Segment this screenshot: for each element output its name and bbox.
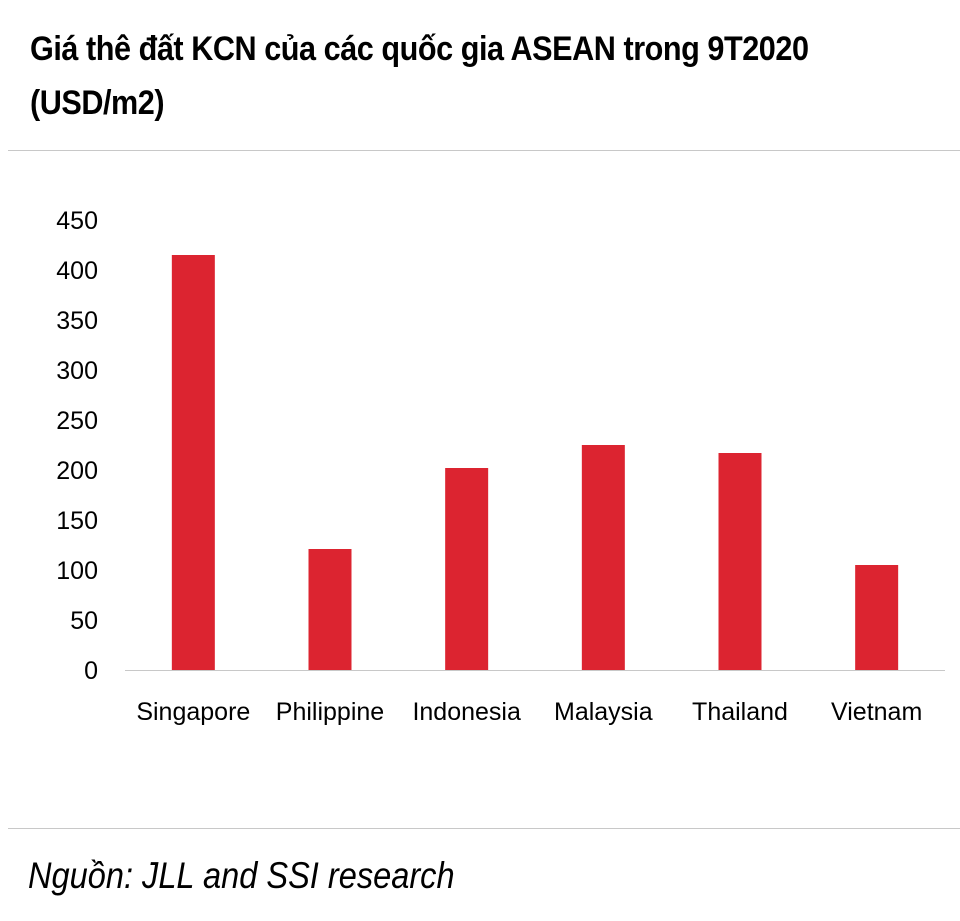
x-tick-label: Vietnam xyxy=(831,698,922,726)
y-tick-label: 200 xyxy=(56,457,98,485)
top-divider xyxy=(8,150,960,151)
x-tick-label: Thailand xyxy=(692,698,788,726)
bar-philippine xyxy=(308,549,352,670)
y-tick-label: 0 xyxy=(84,657,98,685)
y-tick-label: 100 xyxy=(56,557,98,585)
bar-thailand xyxy=(718,453,762,670)
bar-vietnam xyxy=(855,565,899,670)
y-tick-label: 50 xyxy=(70,607,98,635)
x-tick-label: Singapore xyxy=(136,698,250,726)
y-tick-label: 400 xyxy=(56,257,98,285)
x-axis-tick-labels: Singapore Philippine Indonesia Malaysia Thai… xyxy=(136,698,922,726)
source-note: Nguồn: JLL and SSI research xyxy=(28,855,455,896)
y-tick-label: 350 xyxy=(56,307,98,335)
y-tick-label: 300 xyxy=(56,357,98,385)
y-tick-label: 250 xyxy=(56,407,98,435)
x-tick-label: Indonesia xyxy=(412,698,521,726)
bars xyxy=(171,255,899,670)
x-tick-label: Philippine xyxy=(276,698,384,726)
bottom-divider xyxy=(8,828,960,829)
chart-title: Giá thê đất KCN của các quốc gia ASEAN t… xyxy=(30,30,809,122)
y-tick-label: 450 xyxy=(56,207,98,235)
y-axis-tick-labels: 0 50 100 150 200 250 300 350 400 450 xyxy=(56,207,98,685)
x-tick-label: Malaysia xyxy=(554,698,653,726)
bar-malaysia xyxy=(581,445,625,670)
bar-singapore xyxy=(171,255,215,670)
y-tick-label: 150 xyxy=(56,507,98,535)
bar-indonesia xyxy=(445,468,489,670)
bar-chart: 0 50 100 150 200 250 300 350 400 450 Singapore Phi… xyxy=(56,207,945,726)
